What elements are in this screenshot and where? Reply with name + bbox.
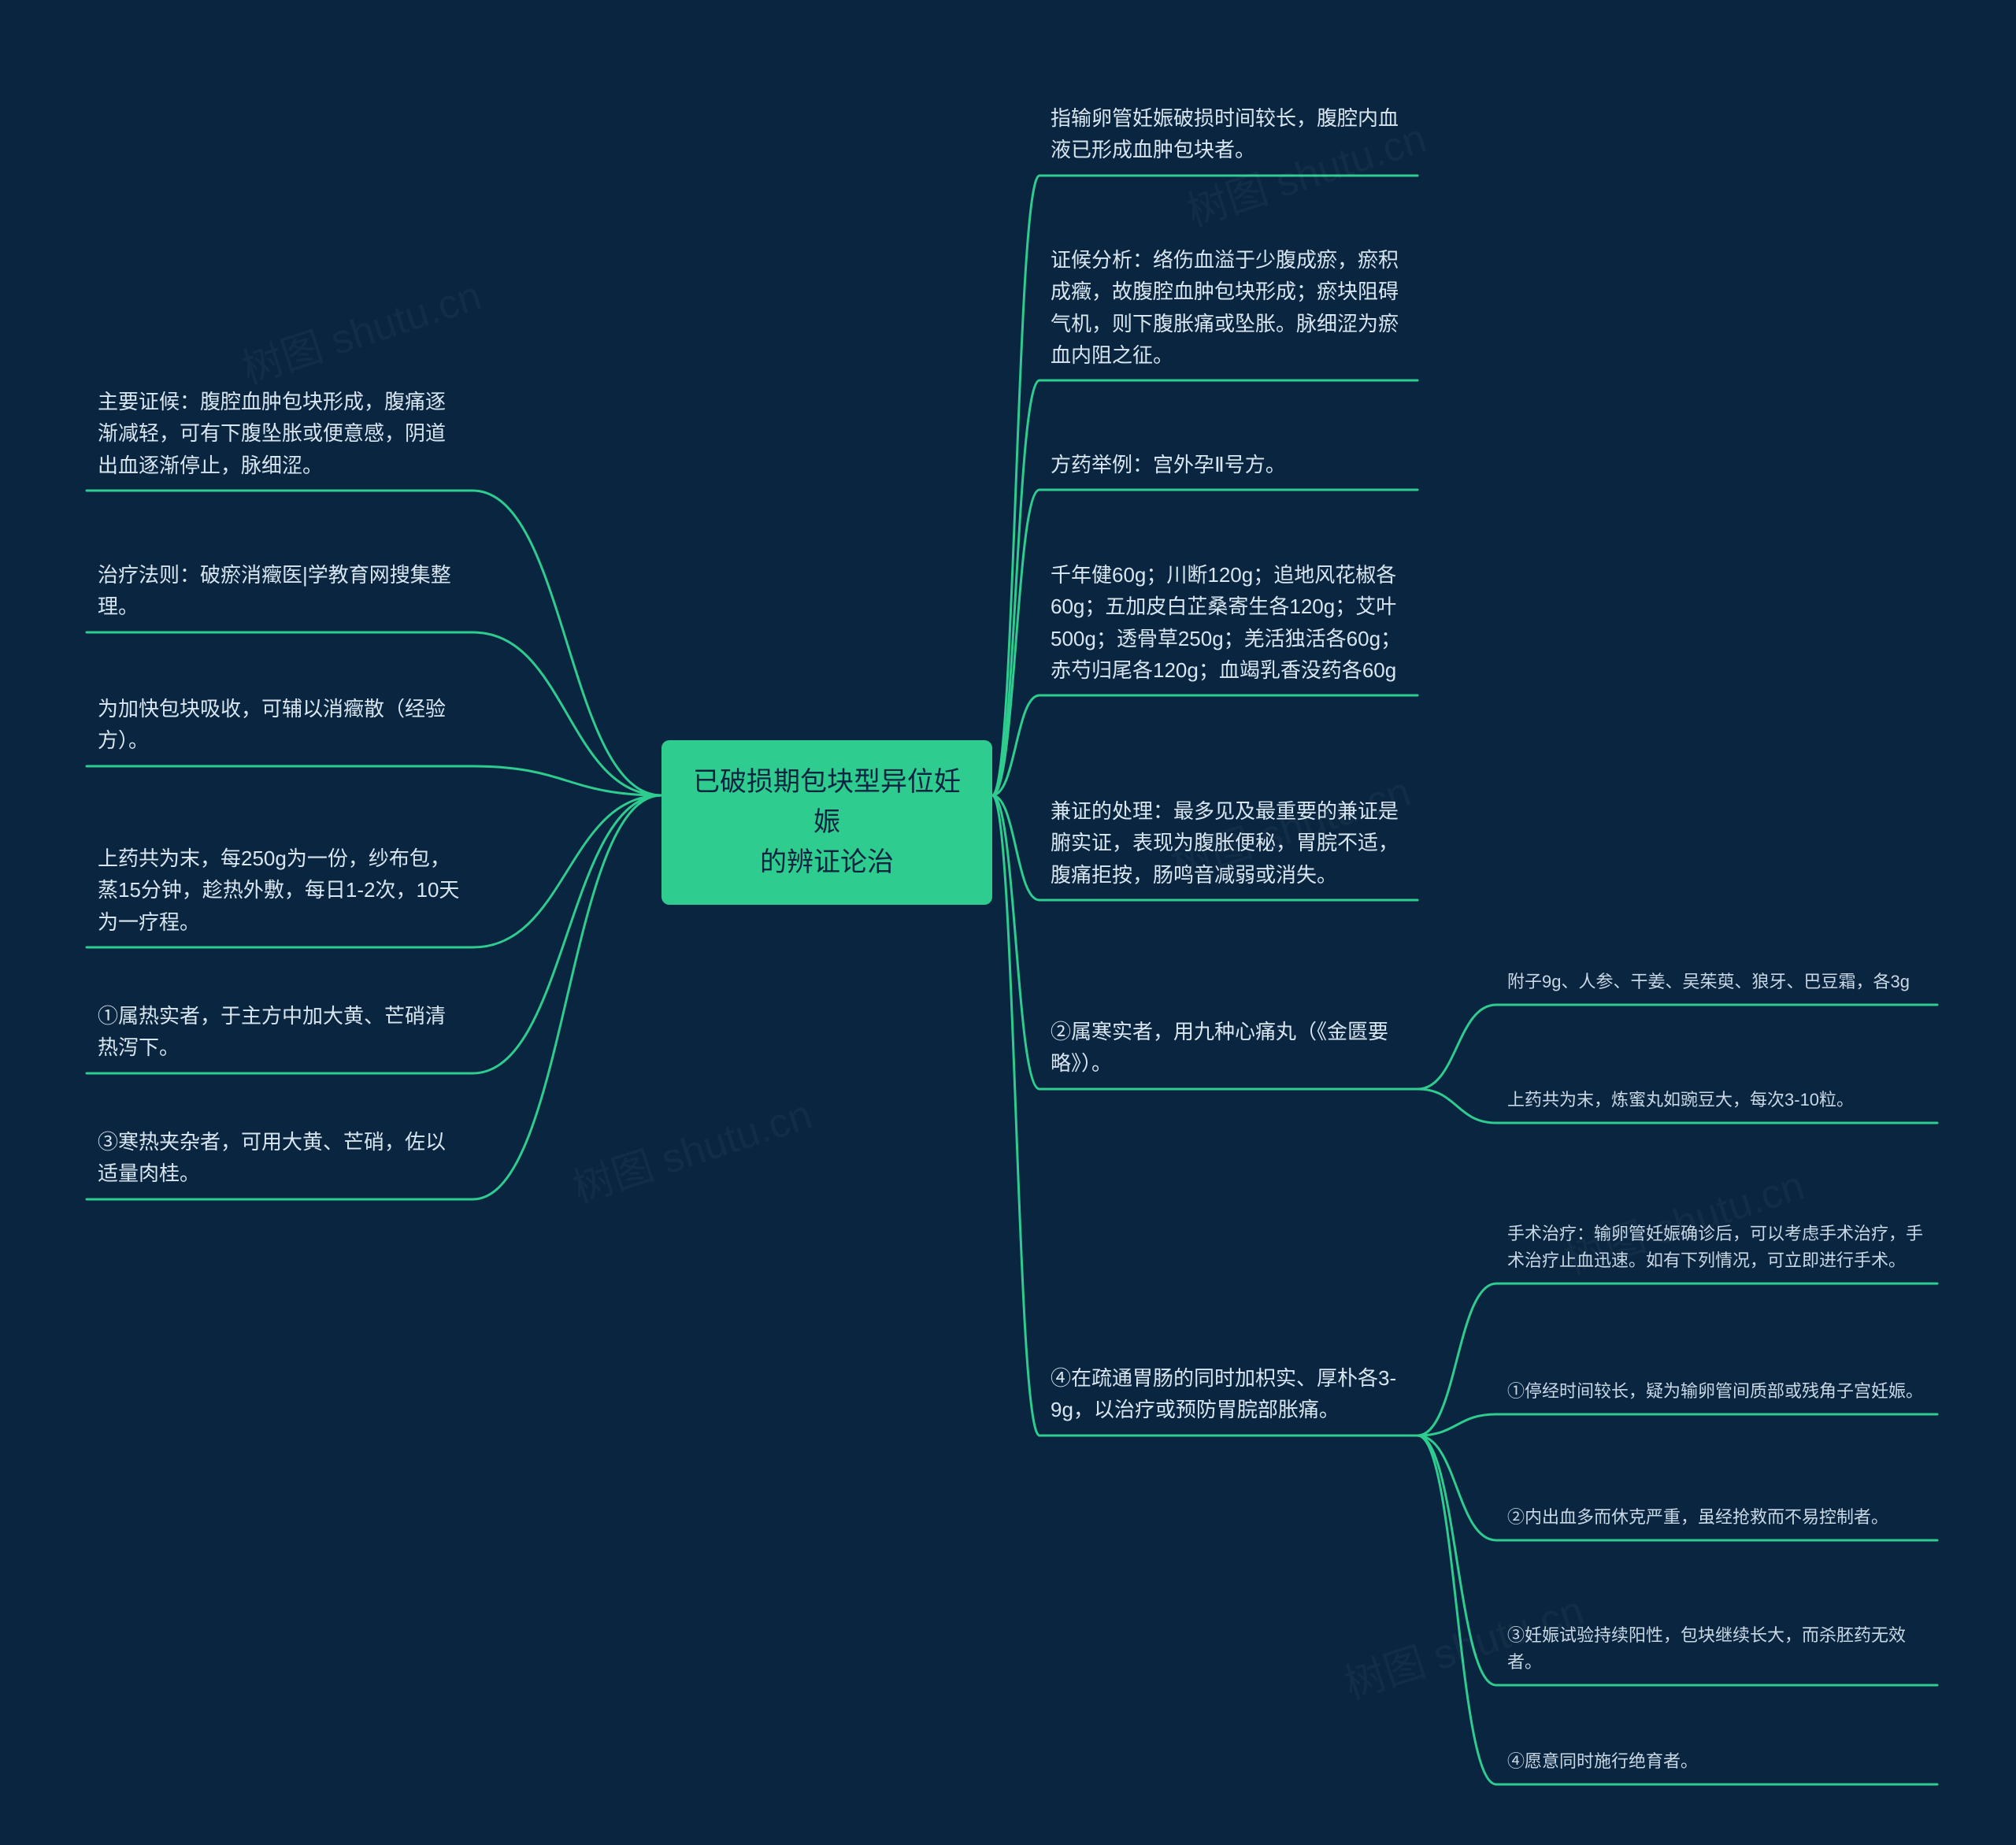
mindmap-node: 证候分析：络伤血溢于少腹成瘀，瘀积成癥，故腹腔血肿包块形成；瘀块阻碍气机，则下腹…: [1040, 236, 1418, 379]
mindmap-leaf: ④愿意同时施行绝育者。: [1496, 1740, 1937, 1783]
mindmap-node: 兼证的处理：最多见及最重要的兼证是腑实证，表现为腹胀便秘，胃脘不适，腹痛拒按，肠…: [1040, 787, 1418, 898]
mindmap-node: ④在疏通胃肠的同时加枳实、厚朴各3-9g，以治疗或预防胃脘部胀痛。: [1040, 1354, 1418, 1434]
mindmap-node: ③寒热夹杂者，可用大黄、芒硝，佐以适量肉桂。: [87, 1118, 472, 1198]
mindmap-node: 方药举例：宫外孕Ⅱ号方。: [1040, 441, 1418, 488]
watermark: 树图 shutu.cn: [233, 262, 487, 395]
mindmap-node: 指输卵管妊娠破损时间较长，腹腔内血液已形成血肿包块者。: [1040, 94, 1418, 174]
mindmap-node: 千年健60g；川断120g；追地风花椒各60g；五加皮白芷桑寄生各120g；艾叶…: [1040, 551, 1418, 694]
mindmap-leaf: ②内出血多而休克严重，虽经抢救而不易控制者。: [1496, 1496, 1937, 1539]
mindmap-node: 为加快包块吸收，可辅以消癥散（经验方）。: [87, 685, 472, 765]
mindmap-node: 上药共为末，每250g为一份，纱布包，蒸15分钟，趁热外敷，每日1-2次，10天…: [87, 835, 472, 946]
watermark: 树图 shutu.cn: [564, 1081, 818, 1214]
mindmap-node: ②属寒实者，用九种心痛丸（《金匮要略》）。: [1040, 1008, 1418, 1087]
mindmap-node: ①属热实者，于主方中加大黄、芒硝清热泻下。: [87, 992, 472, 1072]
mindmap-leaf: ①停经时间较长，疑为输卵管间质部或残角子宫妊娠。: [1496, 1370, 1937, 1413]
mindmap-leaf: ③妊娠试验持续阳性，包块继续长大，而杀胚药无效者。: [1496, 1614, 1937, 1684]
mindmap-node: 主要证候：腹腔血肿包块形成，腹痛逐渐减轻，可有下腹坠胀或便意感，阴道出血逐渐停止…: [87, 378, 472, 489]
mindmap-node: 治疗法则：破瘀消癥医|学教育网搜集整理。: [87, 551, 472, 631]
mindmap-leaf: 附子9g、人参、干姜、吴茱萸、狼牙、巴豆霜，各3g: [1496, 961, 1937, 1003]
mindmap-leaf: 上药共为末，炼蜜丸如豌豆大，每次3-10粒。: [1496, 1079, 1937, 1121]
mindmap-root: 已破损期包块型异位妊娠的辨证论治: [662, 740, 992, 905]
mindmap-leaf: 手术治疗：输卵管妊娠确诊后，可以考虑手术治疗，手术治疗止血迅速。如有下列情况，可…: [1496, 1213, 1937, 1282]
